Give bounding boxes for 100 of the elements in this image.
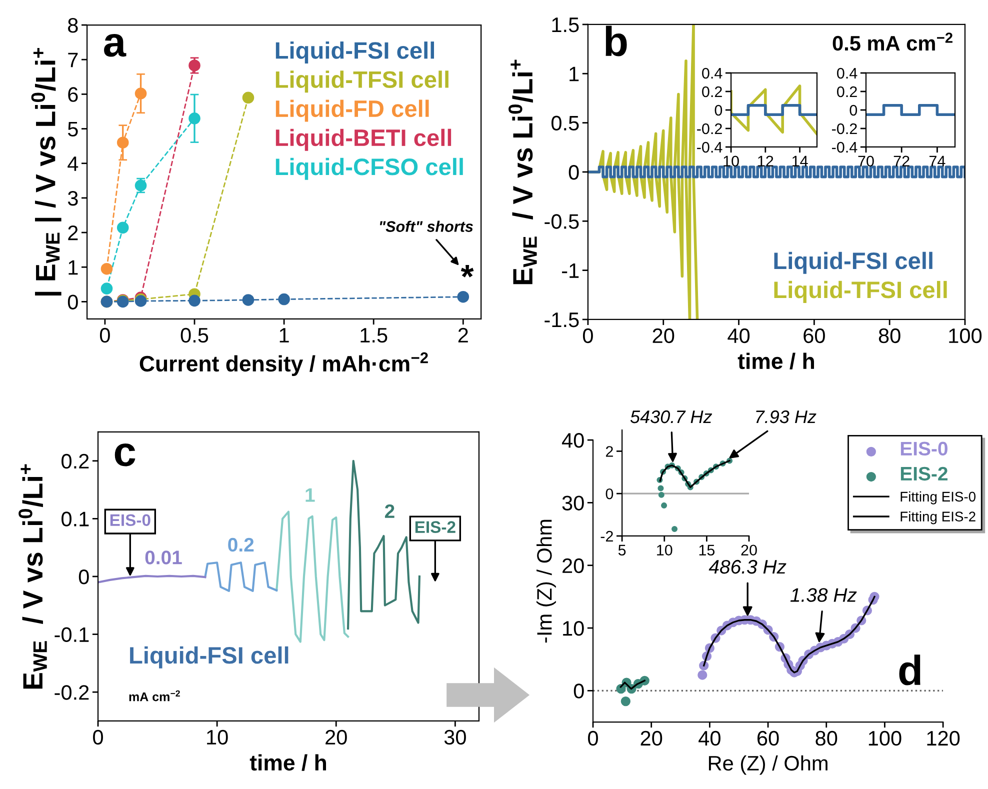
text: Liquid-TFSI cell (774, 280, 947, 303)
y-tick-label: -0.4 (832, 142, 858, 153)
x-tick-label: 2 (458, 328, 468, 342)
legend-label: Fitting EIS-2 (900, 511, 976, 524)
x-tick-label: 60 (757, 730, 779, 746)
y-tick-label: 0 (68, 294, 78, 310)
annotation: a (104, 34, 126, 57)
x-tick-label: 0 (100, 328, 110, 343)
y-tick-label: 8 (68, 18, 78, 33)
y-tick-label: -0.1 (54, 627, 89, 642)
y-tick-label: 0 (78, 569, 89, 584)
x-tick-label: 80 (816, 730, 838, 746)
x-tick-label: 10 (207, 730, 228, 745)
annotation: "Soft" shorts (380, 220, 473, 232)
x-tick-label: 74 (929, 156, 946, 166)
annotation: Liquid-FSI cell (130, 646, 288, 668)
y-axis-title: E$_{WE}$ / V vs Li$^{0}$/Li$^{+}$ (508, 60, 537, 284)
x-tick-label: 120 (927, 730, 960, 746)
series-label: 0.01 (145, 550, 182, 564)
y-tick-label: 20 (562, 558, 584, 574)
y-tick-label: 2 (606, 446, 613, 457)
x-tick-label: 100 (868, 730, 902, 746)
y-tick-label: -0.4 (697, 142, 722, 153)
y-tick-label: 0.4 (837, 68, 858, 79)
annotation: 5430.7 Hz (630, 410, 712, 424)
x-tick-label: 0 (588, 730, 598, 746)
y-tick-label: -0.2 (832, 123, 857, 134)
x-tick-label: 100 (949, 328, 982, 344)
legend-label: Fitting EIS-0 (900, 491, 976, 504)
text: Liquid-BETI cell (276, 128, 452, 151)
x-tick-label: 0.5 (180, 328, 208, 343)
x-tick-label: 70 (858, 156, 874, 167)
series-label: 1 (306, 488, 315, 502)
series-label: 0.2 (228, 538, 254, 552)
y-tick-label: -0.2 (697, 123, 722, 134)
x-tick-label: 5 (618, 544, 626, 556)
annotation: 7.93 Hz (756, 410, 816, 424)
annotation: 0.5 mA cm$^{−2}$ (832, 32, 952, 51)
x-tick-label: 20 (640, 730, 662, 746)
y-tick-label: 0.1 (62, 512, 89, 526)
y-tick-label: 0 (850, 104, 858, 116)
y-tick-label: 0 (606, 488, 614, 500)
y-tick-label: 0.5 (551, 116, 579, 131)
x-tick-label: 80 (878, 328, 900, 344)
y-tick-label: -1.5 (544, 312, 579, 328)
y-tick-label: 4 (68, 156, 78, 171)
annotation: * (460, 264, 474, 278)
y-tick-label: 3 (68, 190, 78, 206)
y-tick-label: 0.2 (837, 86, 857, 98)
y-tick-label: 30 (562, 496, 584, 510)
x-tick-label: 15 (699, 544, 715, 556)
y-tick-label: 0.2 (702, 86, 722, 98)
x-tick-label: 1.5 (360, 328, 388, 343)
x-axis-title: time / h (738, 352, 814, 370)
annotation: c (114, 443, 136, 466)
y-tick-label: 2 (68, 226, 78, 240)
annotation: d (899, 654, 920, 686)
text: Liquid-CFSO cell (276, 158, 463, 180)
y-tick-label: 1 (68, 260, 78, 275)
y-tick-label: 1.5 (552, 18, 579, 32)
y-axis-title: -Im (Z) / Ohm (536, 520, 556, 643)
y-tick-label: 7 (68, 52, 78, 68)
x-axis-title: Current density / mAh·cm$^{−2}$ (140, 352, 428, 376)
x-tick-label: 12 (758, 156, 774, 166)
text: Liquid-FD cell (276, 100, 429, 122)
x-tick-label: 20 (652, 328, 674, 344)
y-tick-label: -1 (562, 264, 579, 278)
y-tick-label: 40 (562, 433, 584, 448)
annotation: 1.38 Hz (790, 588, 857, 602)
annotation: b (606, 26, 627, 56)
x-tick-label: 20 (326, 730, 347, 745)
x-axis-title: time / h (250, 754, 326, 771)
y-tick-label: 6 (68, 87, 78, 102)
annotation: EIS-0 (110, 514, 150, 526)
x-tick-label: 10 (657, 544, 672, 556)
y-axis-title: | E$_{WE}$ | / V vs Li$^{0}$/Li$^{+}$ (31, 48, 62, 296)
annotation: mA cm$^{−2}$ (129, 690, 180, 702)
x-tick-label: 30 (444, 730, 466, 745)
y-tick-label: 0 (574, 684, 584, 698)
y-axis-title: E$_{WE}$ / V vs Li$^{0}$/Li$^{+}$ (18, 464, 47, 689)
y-tick-label: -2 (600, 530, 613, 542)
text: Liquid-FSI cell (276, 42, 434, 64)
y-tick-label: 10 (563, 621, 584, 636)
legend-label: EIS-2 (900, 466, 948, 481)
x-tick-label: 40 (728, 328, 750, 344)
annotation: 486.3 Hz (708, 560, 786, 574)
text: Liquid-FSI cell (774, 252, 932, 274)
x-tick-label: 60 (804, 328, 825, 344)
y-tick-label: 0 (714, 104, 722, 116)
series-label: Liquid-TFSI cell (276, 70, 448, 93)
annotation: EIS-2 (415, 521, 456, 533)
y-tick-label: 0.2 (62, 454, 89, 469)
y-tick-label: 5 (68, 122, 78, 137)
series-label: 2 (384, 504, 394, 518)
y-tick-label: -0.2 (54, 685, 89, 700)
x-tick-label: 1 (280, 328, 289, 342)
legend-label: EIS-0 (900, 442, 948, 456)
x-axis-title: Re (Z) / Ohm (708, 755, 828, 775)
x-tick-label: 72 (894, 156, 910, 166)
x-tick-label: 10 (724, 156, 739, 167)
